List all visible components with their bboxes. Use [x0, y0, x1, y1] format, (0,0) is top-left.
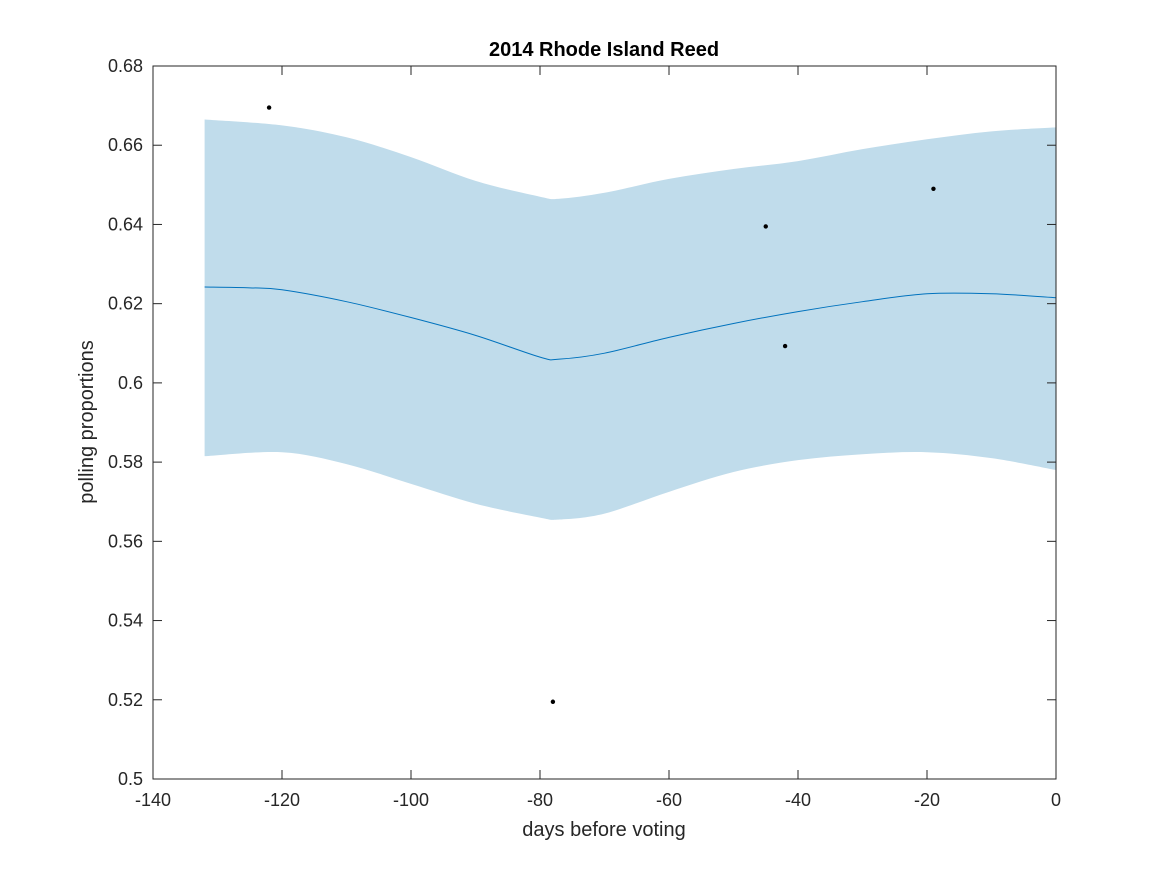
data-point [931, 186, 936, 191]
x-tick-label: -100 [393, 790, 429, 810]
y-tick-label: 0.56 [108, 531, 143, 551]
x-tick-label: -80 [527, 790, 553, 810]
y-tick-label: 0.62 [108, 294, 143, 314]
y-tick-label: 0.54 [108, 611, 143, 631]
y-tick-label: 0.6 [118, 373, 143, 393]
x-axis-label: days before voting [522, 819, 685, 841]
data-point [782, 343, 788, 349]
confidence-band [204, 119, 1057, 520]
x-tick-label: 0 [1051, 790, 1061, 810]
plot-area [204, 105, 1057, 704]
x-tick-label: -40 [785, 790, 811, 810]
data-point [550, 699, 556, 704]
y-tick-label: 0.68 [108, 56, 143, 76]
axes: -140 -120 -100 -80 -60 -40 -20 0 0.5 0.52 0.54 0.56… [108, 56, 1061, 810]
y-tick-label: 0.52 [108, 690, 143, 710]
series-line [204, 286, 1057, 361]
x-tick-label: -20 [914, 790, 940, 810]
y-tick-label: 0.64 [108, 214, 143, 234]
x-tick-label: -140 [135, 790, 171, 810]
data-point [266, 105, 272, 110]
data-point [763, 224, 768, 229]
y-tick-label: 0.58 [108, 452, 143, 472]
y-axis-label: polling proportions [76, 340, 98, 503]
axes-box [152, 65, 1057, 780]
x-tick-label: -120 [264, 790, 300, 810]
y-tick-label: 0.5 [118, 769, 143, 789]
y-tick-label: 0.66 [108, 135, 143, 155]
x-tick-label: -60 [656, 790, 682, 810]
chart-title: 2014 Rhode Island Reed [489, 39, 719, 61]
